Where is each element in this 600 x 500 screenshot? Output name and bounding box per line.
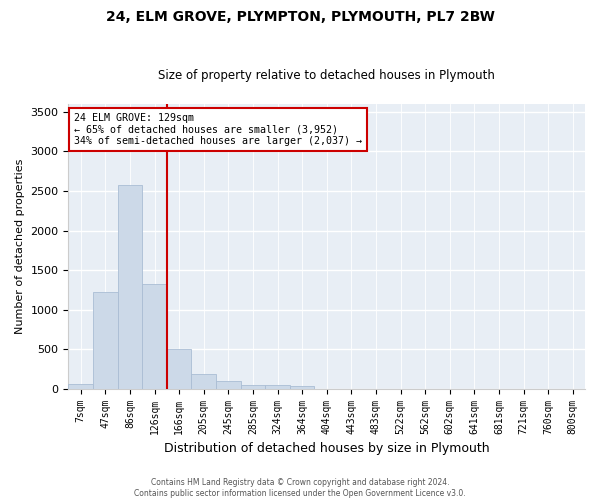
Text: 24 ELM GROVE: 129sqm
← 65% of detached houses are smaller (3,952)
34% of semi-de: 24 ELM GROVE: 129sqm ← 65% of detached h… <box>74 112 362 146</box>
Bar <box>191 374 216 388</box>
Bar <box>118 184 142 388</box>
Bar <box>265 385 290 388</box>
Bar <box>142 284 167 389</box>
Text: 24, ELM GROVE, PLYMPTON, PLYMOUTH, PL7 2BW: 24, ELM GROVE, PLYMPTON, PLYMOUTH, PL7 2… <box>106 10 494 24</box>
Text: Contains HM Land Registry data © Crown copyright and database right 2024.
Contai: Contains HM Land Registry data © Crown c… <box>134 478 466 498</box>
Bar <box>216 381 241 388</box>
X-axis label: Distribution of detached houses by size in Plymouth: Distribution of detached houses by size … <box>164 442 490 455</box>
Y-axis label: Number of detached properties: Number of detached properties <box>15 158 25 334</box>
Title: Size of property relative to detached houses in Plymouth: Size of property relative to detached ho… <box>158 69 495 82</box>
Bar <box>241 384 265 388</box>
Bar <box>290 386 314 388</box>
Bar <box>68 384 93 388</box>
Bar <box>93 292 118 388</box>
Bar <box>167 349 191 389</box>
